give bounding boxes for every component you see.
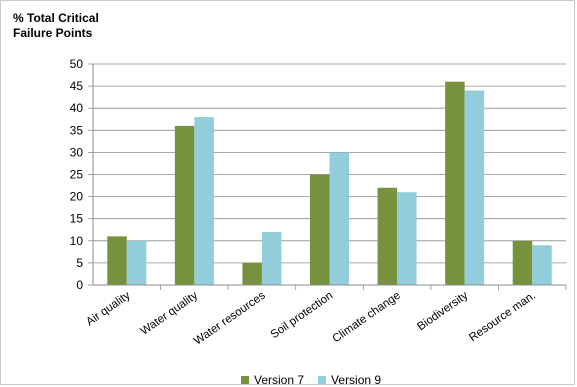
y-tick-label: 25 [70,168,84,182]
bar-version-9 [194,117,214,285]
y-tick-label: 45 [70,79,84,93]
y-tick-label: 40 [70,101,84,115]
bar-version-9 [126,240,147,285]
y-tick-label: 10 [70,234,84,248]
x-tick-label: Biodiversity [415,289,470,333]
axes [92,64,567,290]
y-axis-title-line-2: Failure Points [13,26,93,40]
bar-version-7 [310,174,330,285]
legend-swatch-series-1 [241,376,249,384]
bar-version-7 [377,187,398,285]
y-axis-title: % Total Critical Failure Points [13,11,99,41]
y-tick-label: 15 [70,212,84,226]
x-tick-label: Water quality [139,289,201,337]
bar-version-7 [242,262,262,285]
y-tick-label: 5 [76,256,83,270]
y-tick-label: 35 [70,123,84,137]
bar-version-9 [397,192,417,285]
legend-item-series-2: Version 9 [318,373,381,387]
bar-version-9 [464,90,485,286]
bar-version-7 [445,81,465,286]
legend-swatch-series-2 [318,376,327,384]
bar-version-7 [107,236,127,285]
bar-version-9 [329,152,349,285]
legend: Version 7 Version 9 [241,373,381,387]
bar-version-9 [261,231,282,285]
y-tick-label: 20 [70,190,84,204]
legend-item-series-1: Version 7 [241,373,304,387]
y-tick-label: 30 [70,145,84,159]
bar-version-9 [532,245,552,285]
x-tick-label: Soil protection [269,290,336,342]
y-tick-label: 50 [70,57,84,71]
y-axis-title-line-1: % Total Critical [13,11,99,25]
x-tick-label: Water resources [192,289,268,347]
x-tick-label: Air quality [84,289,132,328]
x-tick-label: Resource man. [467,290,538,345]
legend-label-series-1: Version 7 [254,373,305,387]
bars [107,81,552,286]
bar-version-7 [512,240,533,285]
bar-version-7 [174,125,195,285]
legend-label-series-2: Version 9 [331,373,382,387]
y-tick-label: 0 [76,278,83,292]
y-tick-labels: 0 5 10 15 20 25 30 35 40 45 50 [70,57,84,292]
x-tick-label: Climate change [330,290,402,346]
